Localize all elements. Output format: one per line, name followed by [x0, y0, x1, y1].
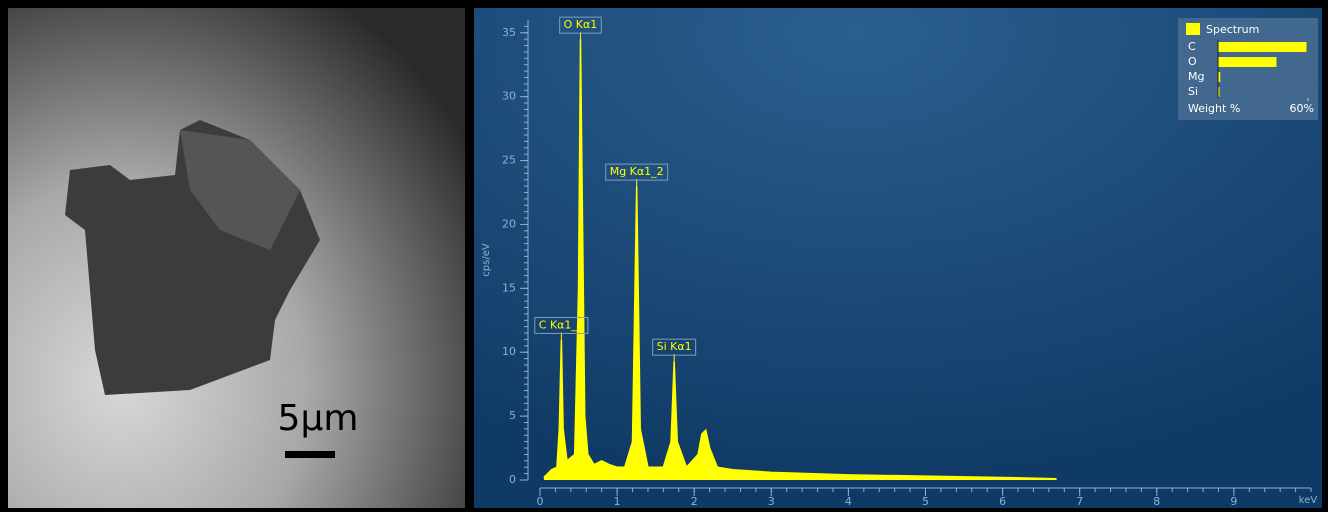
y-tick-label: 15 [502, 281, 516, 294]
scale-bar-label: 5μm [278, 398, 359, 439]
x-tick-label: 8 [1153, 495, 1160, 508]
peak-label-box [559, 16, 602, 34]
weight-title: Weight % [1188, 102, 1240, 115]
spectrum-line [543, 39, 1057, 480]
x-tick-label: 3 [768, 495, 775, 508]
peak-label-box [605, 163, 669, 181]
y-tick-label: 35 [502, 26, 516, 39]
legend-category: Si [1188, 85, 1198, 98]
weight-bar [1218, 57, 1277, 67]
y-axis-label: cps/eV [481, 243, 492, 277]
x-tick-label: 1 [614, 495, 621, 508]
peak-label: O Kα1 [564, 18, 598, 31]
peak-label: Si Kα1 [657, 340, 692, 353]
weight-bar [1218, 42, 1307, 52]
y-tick-label: 30 [502, 90, 516, 103]
scale-bar [285, 451, 335, 458]
weight-bar [1218, 87, 1220, 97]
peak-label-box [534, 316, 589, 334]
weight-tick-label: 60% [1290, 102, 1314, 115]
x-tick-label: 7 [1076, 495, 1083, 508]
y-tick-label: 0 [509, 473, 516, 486]
legend-swatch [1186, 23, 1200, 35]
y-tick-label: 20 [502, 217, 516, 230]
weight-bar [1218, 72, 1221, 82]
legend-box [1178, 18, 1318, 120]
y-tick-label: 5 [509, 409, 516, 422]
legend-category: O [1188, 55, 1197, 68]
legend-category: Mg [1188, 70, 1204, 83]
x-tick-label: 4 [845, 495, 852, 508]
x-tick-label: 6 [999, 495, 1006, 508]
legend-label: Spectrum [1206, 23, 1259, 36]
peak-label: C Kα1_2 [539, 318, 584, 331]
x-tick-label: 9 [1230, 495, 1237, 508]
legend-category: C [1188, 40, 1196, 53]
x-tick-label: 0 [537, 495, 544, 508]
particle-rough [180, 130, 300, 250]
peak-label: Mg Kα1_2 [610, 165, 664, 178]
peak-label-box [652, 338, 697, 356]
y-tick-label: 25 [502, 154, 516, 167]
x-tick-label: 2 [691, 495, 698, 508]
x-tick-label: 5 [922, 495, 929, 508]
y-tick-label: 10 [502, 345, 516, 358]
x-axis-label: keV [1299, 495, 1318, 506]
